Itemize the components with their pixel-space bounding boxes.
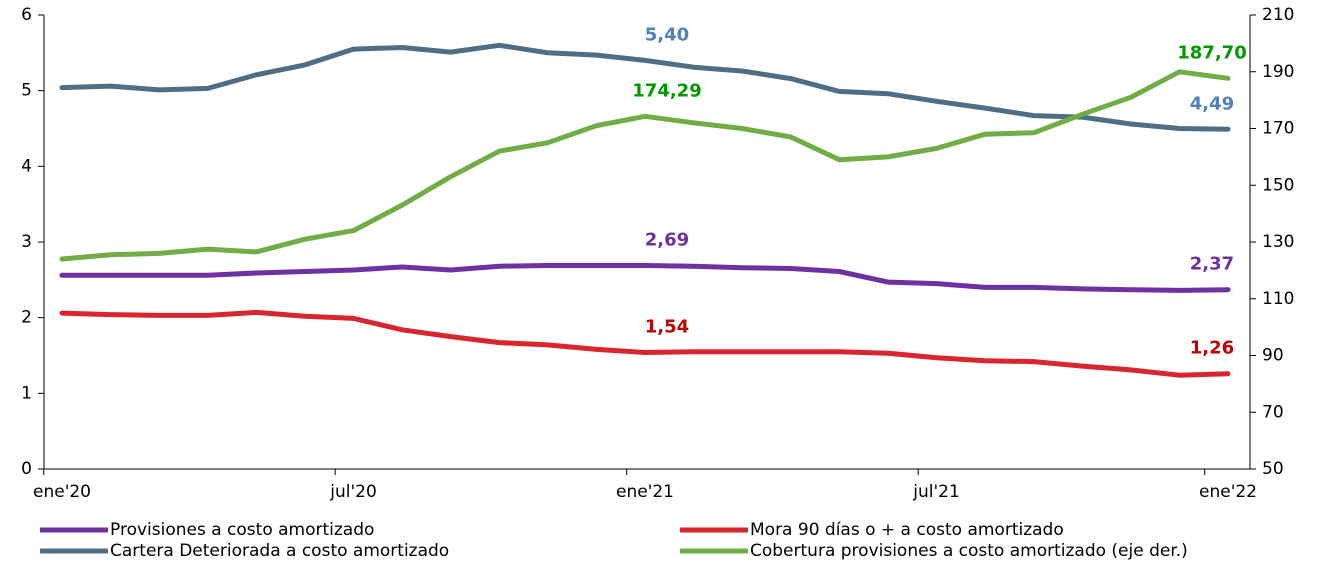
y2-tick-label: 190 [1262,62,1294,82]
value-label: 187,70 [1177,42,1246,63]
y-tick-label: 6 [21,5,32,25]
x-tick-label: jul'21 [912,482,960,502]
y2-tick-label: 70 [1262,402,1284,422]
y2-tick-label: 110 [1262,289,1294,309]
value-label: 2,37 [1190,254,1234,275]
value-label: 1,54 [645,316,689,337]
value-label: 1,26 [1190,338,1234,359]
y-tick-label: 1 [21,383,32,403]
y2-tick-label: 50 [1262,459,1284,479]
legend-label: Mora 90 días o + a costo amortizado [750,520,1064,540]
series-line [59,42,1231,132]
y-tick-label: 5 [21,81,32,101]
value-label: 2,69 [645,229,689,250]
x-tick-label: jul'20 [329,482,377,502]
y-tick-label: 0 [21,459,32,479]
value-label: 4,49 [1190,93,1234,114]
y2-tick-label: 90 [1262,346,1284,366]
y2-tick-label: 170 [1262,119,1294,139]
legend-label: Provisiones a costo amortizado [110,520,374,540]
y2-tick-label: 150 [1262,175,1294,195]
y-tick-label: 3 [21,232,32,252]
series-line [59,69,1231,262]
value-label: 5,40 [645,24,689,45]
x-tick-label: ene'21 [616,482,674,502]
y-tick-label: 4 [21,156,32,176]
x-tick-label: ene'20 [33,482,91,502]
x-tick-label: ene'22 [1199,482,1257,502]
y2-tick-label: 130 [1262,232,1294,252]
legend-label: Cobertura provisiones a costo amortizado… [750,541,1188,561]
series-line [59,263,1231,293]
y-tick-label: 2 [21,308,32,328]
legend-label: Cartera Deteriorada a costo amortizado [110,541,449,561]
series-line [59,309,1231,378]
value-label: 174,29 [632,80,701,101]
y2-tick-label: 210 [1262,5,1294,25]
